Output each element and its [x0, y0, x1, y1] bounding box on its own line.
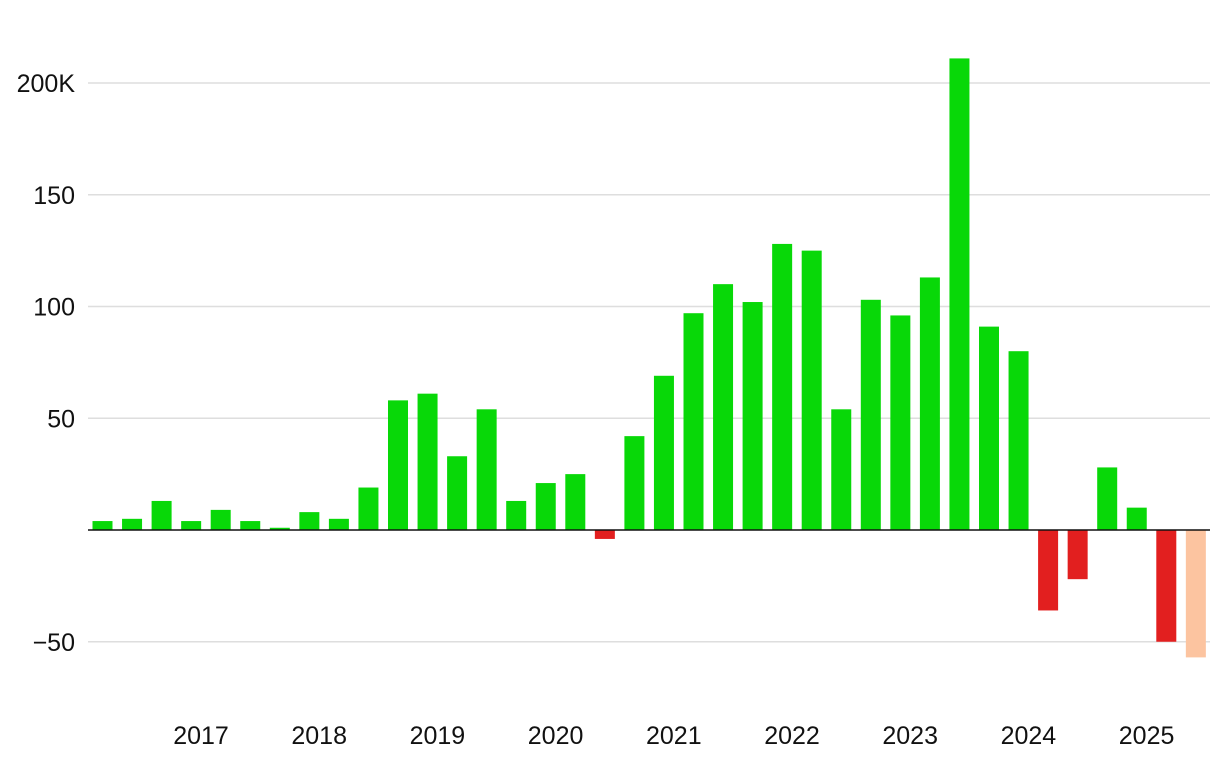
y-axis-labels: 200K 150 100 50 −50	[17, 70, 76, 657]
bar	[979, 326, 999, 530]
bar	[269, 527, 290, 530]
bar	[919, 277, 940, 530]
x-tick-label: 2023	[882, 722, 938, 750]
bar	[1067, 530, 1088, 580]
bar	[1008, 351, 1029, 530]
bar	[476, 409, 497, 530]
bar	[447, 456, 468, 530]
bar	[565, 474, 586, 530]
bar	[1038, 530, 1059, 611]
x-axis-labels: 2017 2018 2019 2020 2021 2022 2023 2024 2025	[173, 722, 1174, 750]
bar	[328, 518, 349, 530]
bar	[122, 518, 143, 530]
bar	[1185, 530, 1206, 658]
bar-series	[92, 58, 1206, 658]
bar	[535, 483, 556, 530]
y-tick-label: 100	[33, 294, 75, 322]
bar	[653, 375, 674, 530]
bar	[742, 302, 763, 530]
x-tick-label: 2025	[1119, 722, 1175, 750]
bar	[801, 250, 822, 530]
bar	[949, 58, 970, 530]
bar	[151, 500, 172, 530]
x-tick-label: 2017	[173, 722, 229, 750]
x-tick-label: 2024	[1001, 722, 1057, 750]
bar	[1126, 507, 1147, 530]
x-tick-label: 2022	[764, 722, 820, 750]
bar	[506, 500, 527, 530]
x-tick-label: 2019	[410, 722, 466, 750]
bar	[181, 521, 202, 530]
x-tick-label: 2021	[646, 722, 702, 750]
bar	[240, 521, 261, 530]
x-tick-label: 2018	[291, 722, 347, 750]
bar	[210, 509, 231, 530]
bar	[1097, 467, 1118, 530]
bar	[92, 521, 113, 530]
bar	[594, 530, 615, 539]
bar	[624, 436, 645, 530]
bar	[299, 512, 320, 530]
bar	[388, 400, 408, 530]
y-tick-label: 50	[47, 405, 75, 433]
x-tick-label: 2020	[528, 722, 584, 750]
bar	[890, 315, 911, 530]
y-tick-label: 150	[33, 182, 75, 210]
bar	[417, 393, 438, 530]
bar	[1156, 530, 1177, 642]
y-tick-label: −50	[33, 629, 75, 657]
bar	[713, 284, 734, 530]
bar	[772, 243, 793, 531]
y-tick-label: 200K	[17, 70, 76, 98]
bar	[358, 487, 379, 530]
bar	[831, 409, 852, 530]
bar	[683, 313, 704, 530]
bar	[860, 299, 881, 530]
